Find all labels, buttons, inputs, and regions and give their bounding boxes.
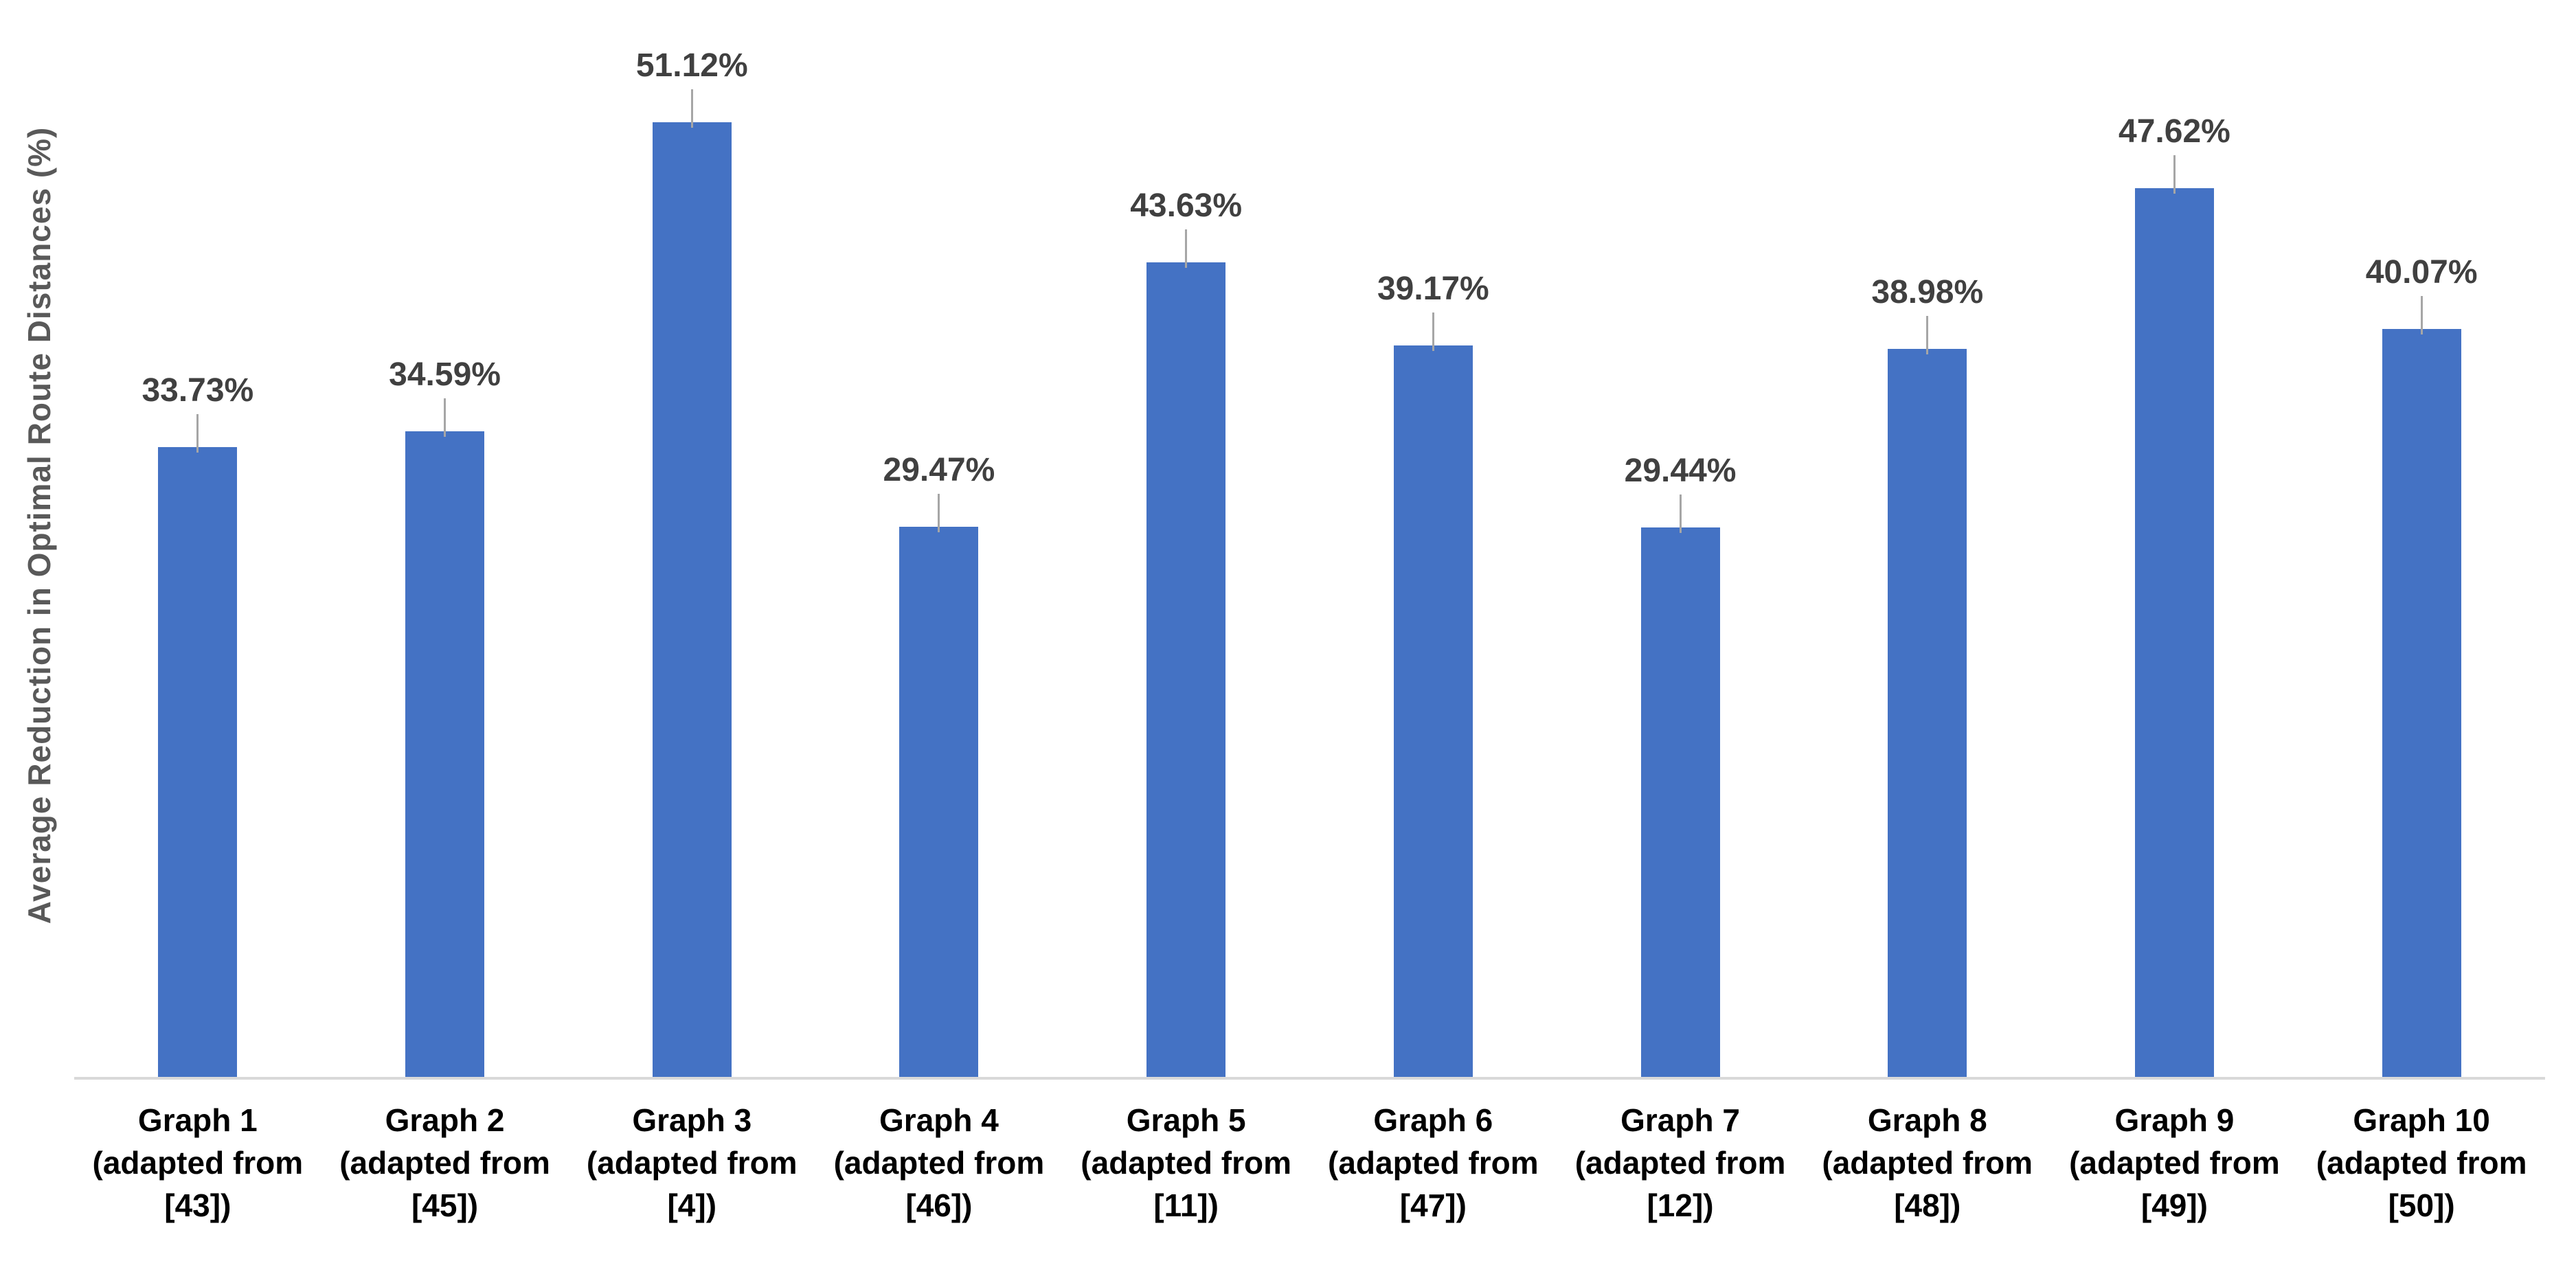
category-label-graph-9: Graph 9 (adapted from [49])	[2069, 1102, 2280, 1223]
bar-graph-5	[1146, 262, 1226, 1077]
category-label-graph-7: Graph 7 (adapted from [12])	[1574, 1102, 1786, 1223]
data-label-leader-line	[1432, 312, 1434, 351]
category-label-graph-2: Graph 2 (adapted from [45])	[339, 1102, 550, 1223]
bar-graph-6	[1393, 345, 1473, 1077]
category-label-graph-5: Graph 5 (adapted from [11])	[1081, 1102, 1291, 1223]
data-label-leader-line	[690, 89, 693, 128]
data-label-leader-line	[196, 414, 199, 453]
category-label-graph-3: Graph 3 (adapted from [4])	[586, 1102, 798, 1223]
data-label-leader-line	[938, 494, 940, 532]
bar-graph-9	[2134, 188, 2214, 1077]
data-label-leader-line	[1185, 229, 1188, 268]
bar-graph-7	[1640, 527, 1720, 1077]
data-label: 39.17%	[1377, 271, 1489, 307]
category-label-graph-4: Graph 4 (adapted from [46])	[833, 1102, 1045, 1223]
data-label-leader-line	[1926, 316, 1929, 354]
category-label-graph-8: Graph 8 (adapted from [48])	[1822, 1102, 2033, 1223]
data-label: 38.98%	[1871, 274, 1984, 310]
data-label-leader-line	[1679, 494, 1682, 533]
bar-graph-8	[1888, 349, 1967, 1077]
data-label: 51.12%	[635, 47, 748, 84]
data-label-leader-line	[444, 398, 447, 437]
x-axis-line	[74, 1077, 2545, 1080]
category-label-graph-10: Graph 10 (adapted from [50])	[2316, 1102, 2527, 1223]
bar-graph-3	[652, 122, 732, 1077]
bar-graph-4	[899, 527, 979, 1077]
category-label-graph-6: Graph 6 (adapted from [47])	[1328, 1102, 1539, 1223]
data-label-leader-line	[2420, 296, 2423, 334]
data-label: 29.44%	[1624, 453, 1737, 489]
bar-graph-2	[405, 431, 485, 1077]
data-label: 47.62%	[2119, 113, 2230, 150]
bar-graph-10	[2382, 329, 2461, 1077]
data-label: 33.73%	[142, 372, 254, 409]
data-label-leader-line	[2173, 155, 2176, 194]
data-label: 29.47%	[883, 452, 995, 488]
category-label-graph-1: Graph 1 (adapted from [43])	[92, 1102, 304, 1223]
y-axis-title: Average Reduction in Optimal Route Dista…	[21, 126, 57, 924]
data-label: 43.63%	[1130, 187, 1243, 224]
data-label: 40.07%	[2365, 254, 2478, 291]
data-label: 34.59%	[389, 356, 501, 393]
bar-graph-1	[158, 447, 238, 1077]
